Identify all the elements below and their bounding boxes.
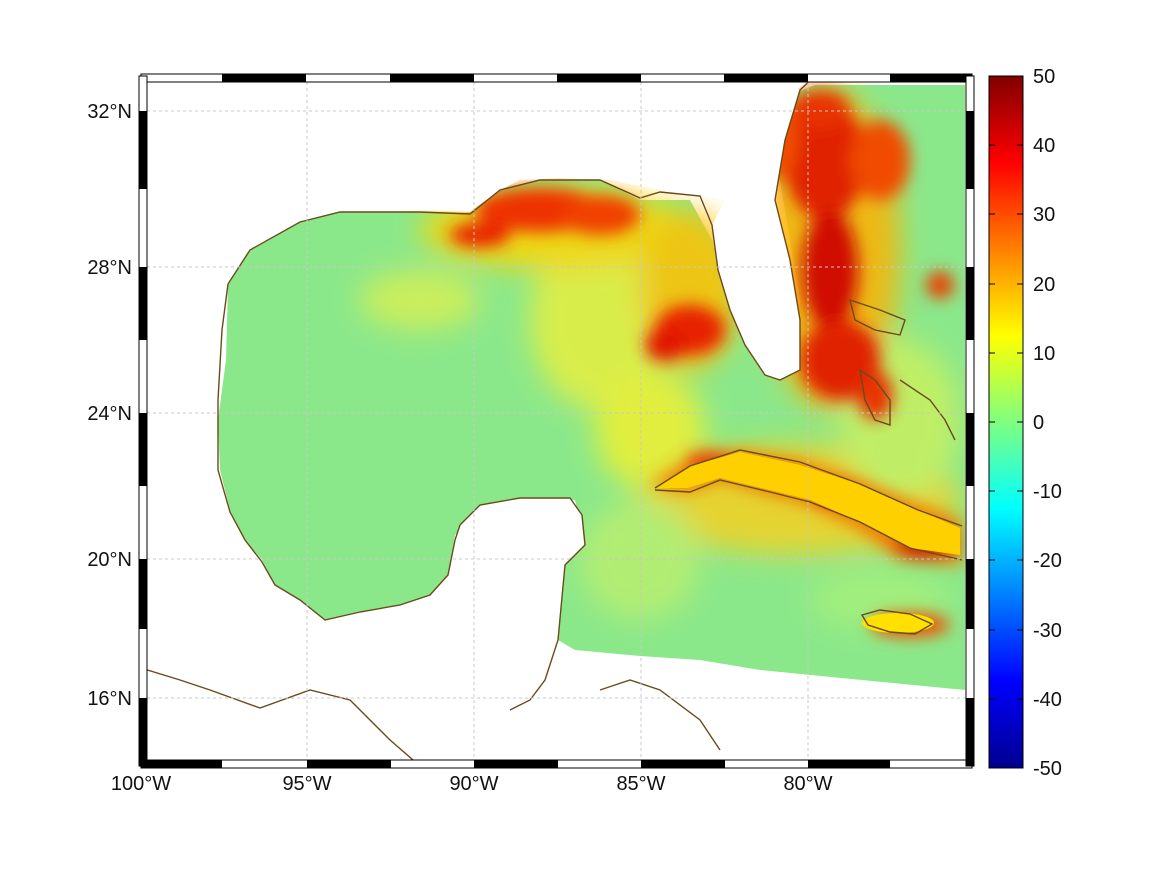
central-america-land bbox=[141, 620, 965, 766]
jamaica-island bbox=[862, 613, 934, 633]
colorbar-tick-labels: 50 40 30 20 10 0 -10 -20 -30 -40 -50 bbox=[1033, 66, 1062, 780]
lon-tick-label: 95°W bbox=[282, 773, 331, 795]
colorbar-tick-label: 10 bbox=[1033, 343, 1055, 365]
colorbar-ticks bbox=[989, 75, 1023, 769]
lon-tick-label: 80°W bbox=[783, 773, 832, 795]
lon-tick-label: 85°W bbox=[616, 773, 665, 795]
colorbar-tick-label: -30 bbox=[1033, 620, 1062, 642]
lat-tick-label: 28°N bbox=[87, 257, 132, 279]
colorbar-tick-label: 30 bbox=[1033, 204, 1055, 226]
colorbar-tick-label: 20 bbox=[1033, 274, 1055, 296]
colorbar-tick-label: 0 bbox=[1033, 412, 1044, 434]
data-field bbox=[141, 76, 965, 766]
colorbar-tick-label: 40 bbox=[1033, 135, 1055, 157]
lat-tick-label: 20°N bbox=[87, 549, 132, 571]
lon-tick-labels: 100°W 95°W 90°W 85°W 80°W bbox=[111, 773, 833, 795]
colorbar-tick-label: -50 bbox=[1033, 758, 1062, 780]
us-land bbox=[141, 76, 815, 620]
lat-tick-labels: 32°N 28°N 24°N 20°N 16°N bbox=[87, 101, 132, 710]
lat-tick-label: 16°N bbox=[87, 688, 132, 710]
colorbar-tick-label: -40 bbox=[1033, 689, 1062, 711]
colorbar-tick-label: -20 bbox=[1033, 550, 1062, 572]
lon-tick-label: 90°W bbox=[449, 773, 498, 795]
lat-tick-label: 24°N bbox=[87, 403, 132, 425]
florida-land bbox=[712, 85, 800, 380]
cuba-island bbox=[655, 452, 960, 555]
colorbar-tick-label: 50 bbox=[1033, 66, 1055, 88]
lon-tick-label: 100°W bbox=[111, 773, 171, 795]
colorbar-tick-label: -10 bbox=[1033, 481, 1062, 503]
gridlines bbox=[141, 76, 972, 766]
coastlines bbox=[141, 76, 963, 766]
map-frame bbox=[138, 73, 975, 769]
lat-tick-label: 32°N bbox=[87, 101, 132, 123]
